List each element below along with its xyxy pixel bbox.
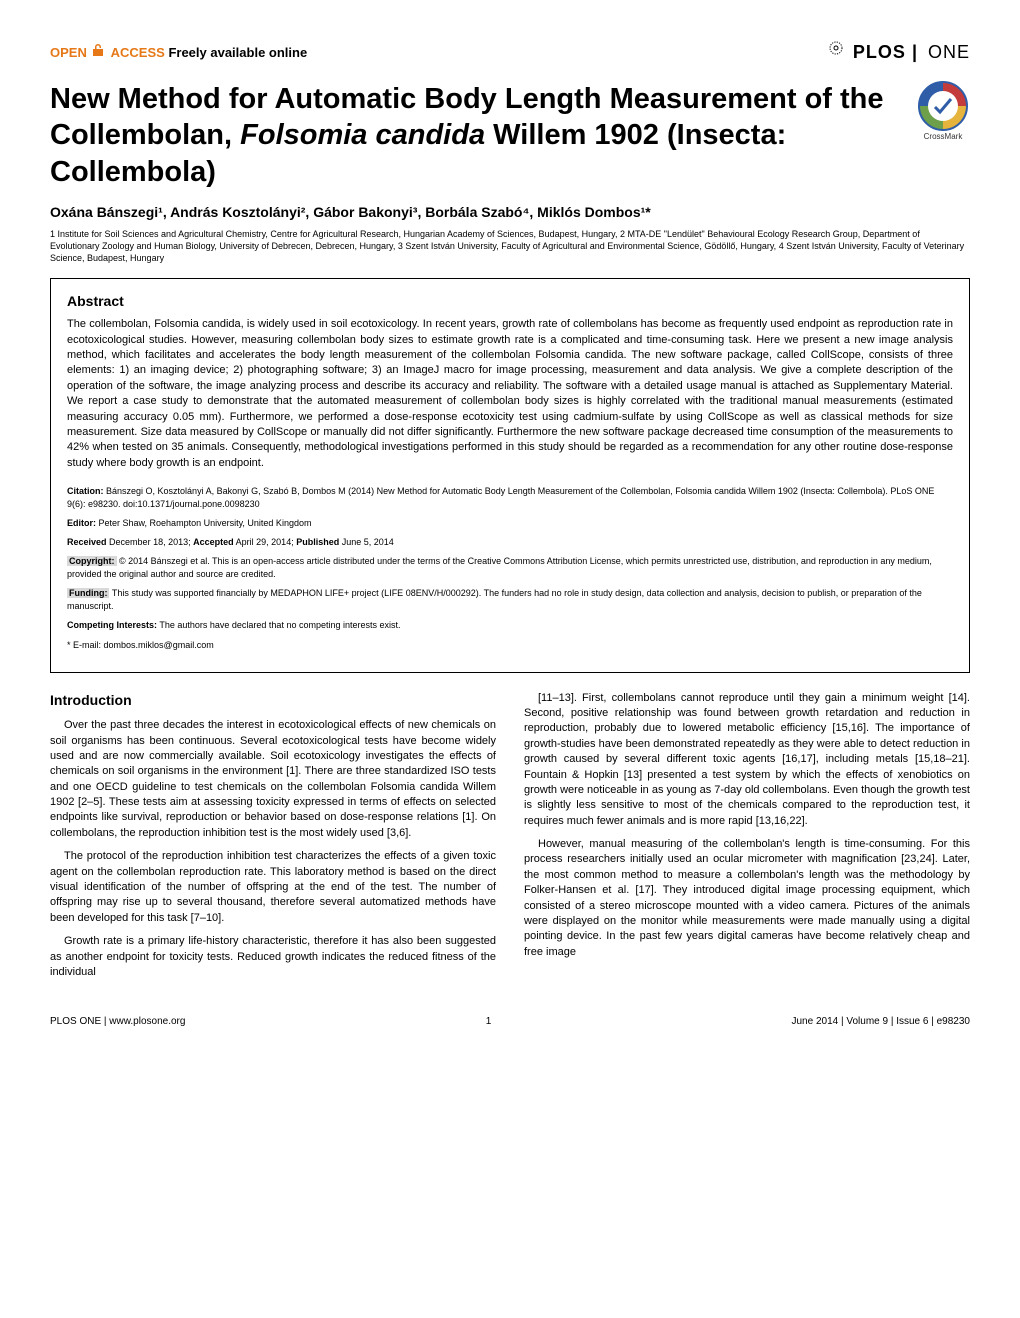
title-row: New Method for Automatic Body Length Mea… [50,81,970,190]
column-left: Introduction Over the past three decades… [50,691,496,989]
body-paragraph: [11–13]. First, collembolans cannot repr… [524,691,970,830]
logo-divider: | [912,42,924,62]
lock-icon [92,44,108,61]
access-label: ACCESS [111,45,165,60]
abstract-heading: Abstract [67,293,953,309]
introduction-heading: Introduction [50,691,496,711]
logo-circle-icon [828,43,849,59]
crossmark-badge[interactable]: CrossMark [916,81,970,145]
open-access-badge: OPEN ACCESS Freely available online [50,43,307,61]
logo-plos: PLOS [853,42,906,62]
crossmark-label: CrossMark [924,132,964,141]
funding-line: Funding: This study was supported financ… [67,587,953,613]
abstract-box: Abstract The collembolan, Folsomia candi… [50,278,970,672]
top-bar: OPEN ACCESS Freely available online PLOS… [50,40,970,63]
footer-left: PLOS ONE | www.plosone.org [50,1016,185,1027]
journal-logo: PLOS | ONE [828,40,970,63]
body-columns: Introduction Over the past three decades… [50,691,970,989]
body-paragraph: The protocol of the reproduction inhibit… [50,849,496,926]
authors-line: Oxána Bánszegi¹, András Kosztolányi², Gá… [50,204,970,220]
competing-line: Competing Interests: The authors have de… [67,619,953,632]
email-line: * E-mail: dombos.miklos@gmail.com [67,639,953,652]
footer-page-number: 1 [486,1016,492,1027]
tagline: Freely available online [168,45,307,60]
body-paragraph: Over the past three decades the interest… [50,718,496,841]
open-label: OPEN [50,45,87,60]
page-footer: PLOS ONE | www.plosone.org 1 June 2014 |… [50,1016,970,1027]
copyright-line: Copyright: © 2014 Bánszegi et al. This i… [67,555,953,581]
affiliations: 1 Institute for Soil Sciences and Agricu… [50,228,970,264]
dates-line: Received December 18, 2013; Accepted Apr… [67,536,953,549]
abstract-text: The collembolan, Folsomia candida, is wi… [67,317,953,471]
article-title: New Method for Automatic Body Length Mea… [50,81,902,190]
citation-line: Citation: Bánszegi O, Kosztolányi A, Bak… [67,485,953,511]
column-right: [11–13]. First, collembolans cannot repr… [524,691,970,989]
footer-right: June 2014 | Volume 9 | Issue 6 | e98230 [792,1016,970,1027]
editor-line: Editor: Peter Shaw, Roehampton Universit… [67,517,953,530]
body-paragraph: However, manual measuring of the collemb… [524,837,970,960]
body-paragraph: Growth rate is a primary life-history ch… [50,934,496,980]
logo-one: ONE [928,42,970,62]
